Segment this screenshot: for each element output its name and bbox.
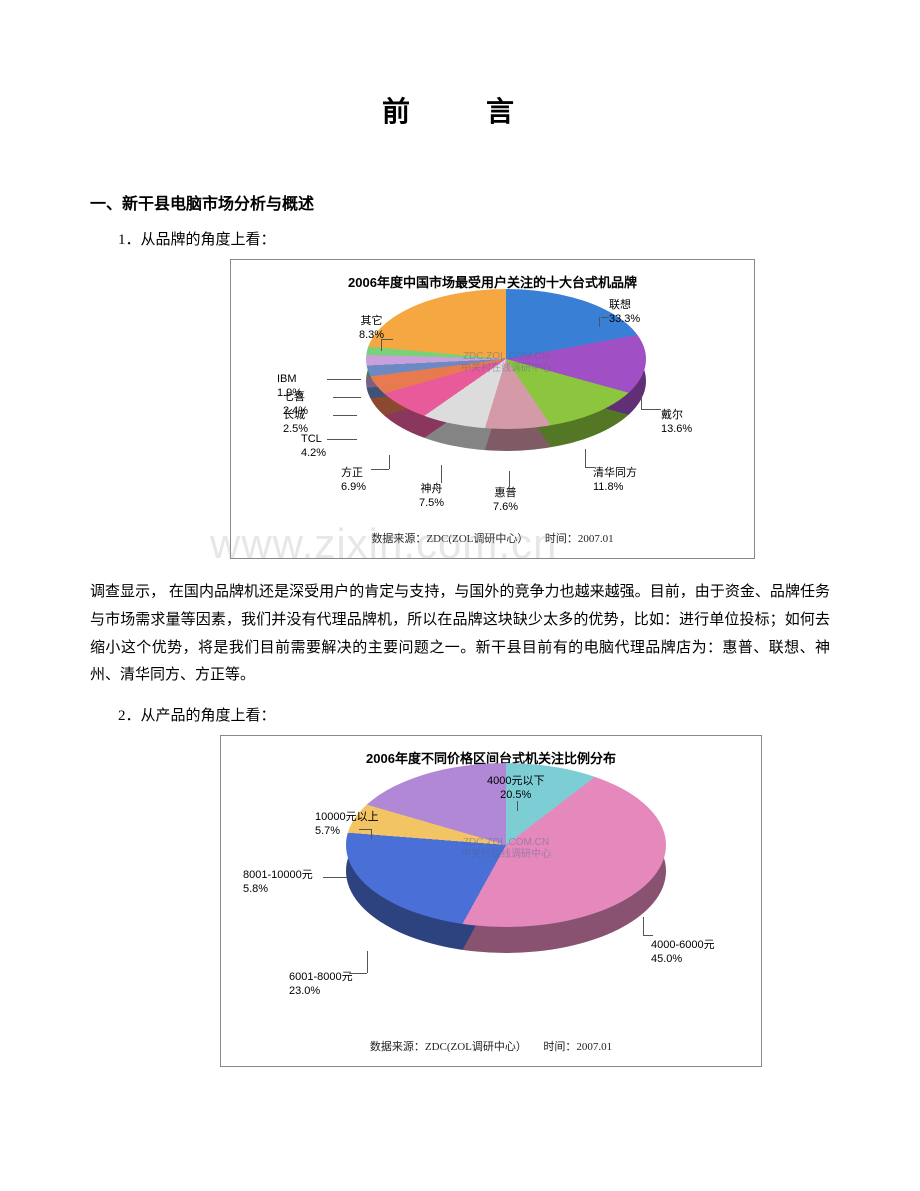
chart-1-footer: 数据来源：ZDC(ZOL调研中心） 时间：2007.01 — [231, 530, 754, 546]
leader-line — [389, 455, 390, 469]
chart-1-source: 数据来源：ZDC(ZOL调研中心） — [371, 533, 528, 545]
slice-label: 4000元以下20.5% — [487, 775, 544, 803]
leader-line — [323, 877, 347, 878]
leader-line — [599, 317, 600, 327]
leader-line — [359, 829, 371, 830]
leader-line — [517, 801, 518, 811]
chart-2-area: ZDC.ZOL.COM.CN中关村在线调研中心4000元以下20.5%4000-… — [231, 775, 751, 1027]
leader-line — [327, 439, 357, 440]
sub-heading-2: 2．从产品的角度上看： — [118, 704, 830, 725]
slice-label: 10000元以上5.7% — [315, 811, 379, 839]
chart-2-time: 时间：2007.01 — [543, 1041, 612, 1053]
slice-label: 惠普7.6% — [493, 487, 518, 515]
leader-line — [641, 395, 642, 409]
chart-1-title: 2006年度中国市场最受用户关注的十大台式机品牌 — [241, 272, 744, 291]
slice-label: 方正6.9% — [341, 467, 366, 495]
leader-line — [367, 951, 368, 973]
chart-1-container: 2006年度中国市场最受用户关注的十大台式机品牌 ZDC.ZOL.COM.CN中… — [230, 259, 755, 559]
leader-line — [349, 973, 367, 974]
leader-line — [371, 829, 372, 839]
slice-label: IBM1.9% — [277, 373, 302, 401]
leader-line — [509, 471, 510, 487]
leader-line — [641, 409, 661, 410]
pie-top — [366, 289, 646, 429]
leader-line — [381, 339, 382, 351]
sub-heading-1: 1．从品牌的角度上看： — [118, 228, 830, 249]
chart-2-container: 2006年度不同价格区间台式机关注比例分布 ZDC.ZOL.COM.CN中关村在… — [220, 735, 762, 1067]
slice-label: 8001-10000元5.8% — [243, 869, 313, 897]
leader-line — [601, 317, 609, 318]
leader-line — [333, 397, 361, 398]
leader-line — [327, 379, 361, 380]
slice-label: 清华同方11.8% — [593, 467, 637, 495]
slice-label: 神舟7.5% — [419, 483, 444, 511]
slice-label: TCL4.2% — [301, 433, 326, 461]
leader-line — [381, 339, 393, 340]
slice-label: 戴尔13.6% — [661, 409, 692, 437]
analysis-paragraph: 调查显示， 在国内品牌机还是深受用户的肯定与支持，与国外的竞争力也越来越强。目前… — [90, 579, 830, 690]
chart-1-area: ZDC.ZOL.COM.CN中关村在线调研中心联想33.3%戴尔13.6%清华同… — [241, 299, 744, 519]
section-heading: 一、新干县电脑市场分析与概述 — [90, 190, 830, 214]
leader-line — [585, 467, 595, 468]
leader-line — [585, 449, 586, 467]
chart-2-source: 数据来源：ZDC(ZOL调研中心） — [370, 1041, 527, 1053]
leader-line — [643, 917, 644, 935]
chart-1-time: 时间：2007.01 — [545, 533, 614, 545]
leader-line — [371, 469, 389, 470]
slice-label: 联想33.3% — [609, 299, 640, 327]
chart-2-footer: 数据来源：ZDC(ZOL调研中心） 时间：2007.01 — [221, 1038, 761, 1054]
slice-label: 6001-8000元23.0% — [289, 971, 353, 999]
page-title: 前 言 — [90, 90, 830, 130]
leader-line — [333, 415, 357, 416]
leader-line — [441, 465, 442, 483]
leader-line — [643, 935, 653, 936]
slice-label: 4000-6000元45.0% — [651, 939, 715, 967]
